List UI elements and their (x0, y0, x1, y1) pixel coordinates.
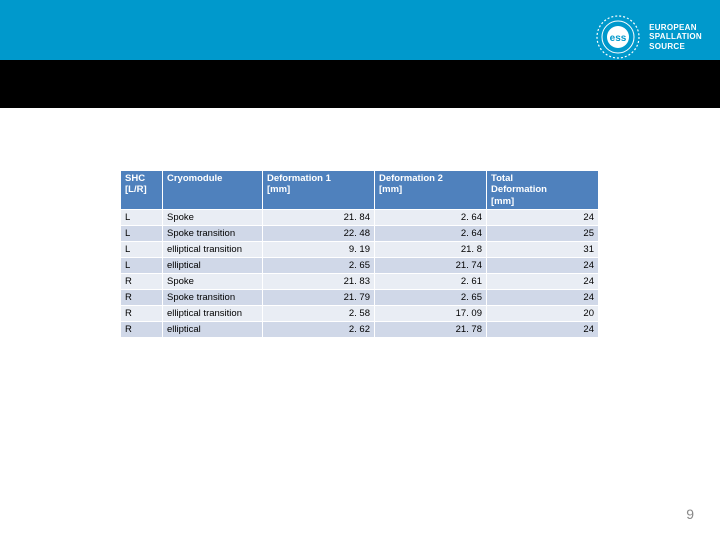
cell-3-1: elliptical (163, 258, 263, 274)
deformation-table: SHC[L/R]CryomoduleDeformation 1[mm]Defor… (120, 170, 599, 338)
svg-text:ess: ess (610, 33, 627, 44)
col-header-0: SHC[L/R] (121, 171, 163, 210)
col-header-2: Deformation 1[mm] (263, 171, 375, 210)
cell-4-3: 2. 61 (375, 274, 487, 290)
col-header-3: Deformation 2[mm] (375, 171, 487, 210)
cell-4-1: Spoke (163, 274, 263, 290)
cell-6-0: R (121, 306, 163, 322)
cell-0-3: 2. 64 (375, 210, 487, 226)
cell-0-0: L (121, 210, 163, 226)
cell-3-2: 2. 65 (263, 258, 375, 274)
cell-2-3: 21. 8 (375, 242, 487, 258)
cell-2-0: L (121, 242, 163, 258)
cell-7-2: 2. 62 (263, 322, 375, 338)
cell-4-0: R (121, 274, 163, 290)
cell-7-0: R (121, 322, 163, 338)
cell-3-4: 24 (487, 258, 599, 274)
brand-logo-area: ess EUROPEAN SPALLATION SOURCE (595, 14, 702, 60)
col-header-1: Cryomodule (163, 171, 263, 210)
top-band: ess EUROPEAN SPALLATION SOURCE (0, 0, 720, 108)
cell-1-2: 22. 48 (263, 226, 375, 242)
brand-line-0: EUROPEAN (649, 23, 702, 33)
black-band (0, 60, 720, 108)
cell-7-1: elliptical (163, 322, 263, 338)
cell-4-4: 24 (487, 274, 599, 290)
cell-1-1: Spoke transition (163, 226, 263, 242)
cell-2-1: elliptical transition (163, 242, 263, 258)
cell-2-4: 31 (487, 242, 599, 258)
cell-6-4: 20 (487, 306, 599, 322)
table-body: LSpoke21. 842. 6424LSpoke transition22. … (121, 210, 599, 338)
cell-0-2: 21. 84 (263, 210, 375, 226)
cell-7-3: 21. 78 (375, 322, 487, 338)
page-number: 9 (686, 506, 694, 522)
cell-5-0: R (121, 290, 163, 306)
table-row: LSpoke transition22. 482. 6425 (121, 226, 599, 242)
table-row: RSpoke transition21. 792. 6524 (121, 290, 599, 306)
table-row: Relliptical transition2. 5817. 0920 (121, 306, 599, 322)
cell-0-4: 24 (487, 210, 599, 226)
cell-7-4: 24 (487, 322, 599, 338)
cell-6-3: 17. 09 (375, 306, 487, 322)
cell-5-1: Spoke transition (163, 290, 263, 306)
deformation-table-container: SHC[L/R]CryomoduleDeformation 1[mm]Defor… (120, 170, 598, 338)
cell-5-4: 24 (487, 290, 599, 306)
table-head: SHC[L/R]CryomoduleDeformation 1[mm]Defor… (121, 171, 599, 210)
cell-6-2: 2. 58 (263, 306, 375, 322)
cell-4-2: 21. 83 (263, 274, 375, 290)
cell-2-2: 9. 19 (263, 242, 375, 258)
cell-1-3: 2. 64 (375, 226, 487, 242)
cell-5-3: 2. 65 (375, 290, 487, 306)
table-row: Relliptical2. 6221. 7824 (121, 322, 599, 338)
brand-line-2: SOURCE (649, 42, 702, 52)
table-row: Lelliptical transition9. 1921. 831 (121, 242, 599, 258)
table-row: Lelliptical2. 6521. 7424 (121, 258, 599, 274)
ess-logo-icon: ess (595, 14, 641, 60)
cell-3-3: 21. 74 (375, 258, 487, 274)
table-row: RSpoke21. 832. 6124 (121, 274, 599, 290)
cell-6-1: elliptical transition (163, 306, 263, 322)
brand-line-1: SPALLATION (649, 32, 702, 42)
cell-0-1: Spoke (163, 210, 263, 226)
cell-1-0: L (121, 226, 163, 242)
cell-3-0: L (121, 258, 163, 274)
table-row: LSpoke21. 842. 6424 (121, 210, 599, 226)
cell-1-4: 25 (487, 226, 599, 242)
col-header-4: TotalDeformation[mm] (487, 171, 599, 210)
cell-5-2: 21. 79 (263, 290, 375, 306)
brand-text: EUROPEAN SPALLATION SOURCE (649, 23, 702, 52)
